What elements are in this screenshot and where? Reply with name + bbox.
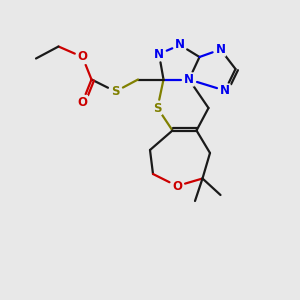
Text: N: N [215,43,226,56]
Text: S: S [153,101,162,115]
Text: O: O [77,50,88,64]
Text: N: N [175,38,185,52]
Text: O: O [172,179,182,193]
Text: N: N [220,84,230,97]
Text: S: S [111,85,120,98]
Text: O: O [77,95,88,109]
Text: N: N [184,73,194,86]
Text: N: N [154,47,164,61]
